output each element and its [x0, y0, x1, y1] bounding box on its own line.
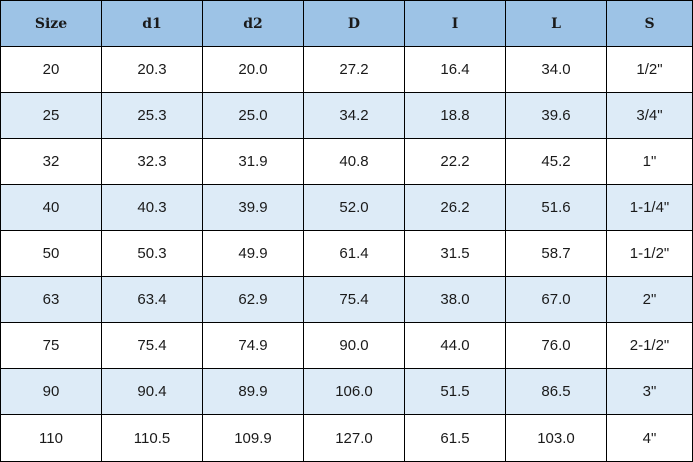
table-row: 32 32.3 31.9 40.8 22.2 45.2 1" [0, 138, 693, 185]
table-cell: 20.3 [101, 46, 203, 93]
table-cell: 50.3 [101, 230, 203, 277]
table-cell: 67.0 [505, 276, 607, 323]
table-row: 75 75.4 74.9 90.0 44.0 76.0 2-1/2" [0, 322, 693, 369]
table-cell: 86.5 [505, 368, 607, 415]
table-cell: 63 [0, 276, 102, 323]
table-cell: 20 [0, 46, 102, 93]
table-cell: 110.5 [101, 414, 203, 462]
table-cell: 89.9 [202, 368, 304, 415]
table-row: 63 63.4 62.9 75.4 38.0 67.0 2" [0, 276, 693, 323]
table-cell: 16.4 [404, 46, 506, 93]
column-header-d2: d2 [202, 0, 304, 47]
table-cell: 31.9 [202, 138, 304, 185]
table-row: 40 40.3 39.9 52.0 26.2 51.6 1-1/4" [0, 184, 693, 231]
table-cell: 40.3 [101, 184, 203, 231]
table-cell: 63.4 [101, 276, 203, 323]
table-cell: 39.6 [505, 92, 607, 139]
table-cell: 61.5 [404, 414, 506, 462]
table-cell: 74.9 [202, 322, 304, 369]
column-header-thread-size: S [606, 0, 693, 47]
table-cell: 27.2 [303, 46, 405, 93]
table-cell: 22.2 [404, 138, 506, 185]
table-cell: 1-1/4" [606, 184, 693, 231]
table-cell: 76.0 [505, 322, 607, 369]
table-cell: 49.9 [202, 230, 304, 277]
table-cell: 25.0 [202, 92, 304, 139]
table-cell: 3/4" [606, 92, 693, 139]
table-cell: 32 [0, 138, 102, 185]
table-cell: 38.0 [404, 276, 506, 323]
table-cell: 2-1/2" [606, 322, 693, 369]
table-cell: 40 [0, 184, 102, 231]
table-cell: 1/2" [606, 46, 693, 93]
column-header-length: L [505, 0, 607, 47]
table-cell: 75.4 [303, 276, 405, 323]
table-cell: 50 [0, 230, 102, 277]
table-cell: 61.4 [303, 230, 405, 277]
table-cell: 90.0 [303, 322, 405, 369]
table-cell: 109.9 [202, 414, 304, 462]
table-cell: 75.4 [101, 322, 203, 369]
table-cell: 34.0 [505, 46, 607, 93]
table-cell: 31.5 [404, 230, 506, 277]
column-header-i: I [404, 0, 506, 47]
table-row: 20 20.3 20.0 27.2 16.4 34.0 1/2" [0, 46, 693, 93]
table-cell: 32.3 [101, 138, 203, 185]
table-cell: 4" [606, 414, 693, 462]
table-cell: 51.6 [505, 184, 607, 231]
table-cell: 39.9 [202, 184, 304, 231]
table-cell: 40.8 [303, 138, 405, 185]
table-cell: 127.0 [303, 414, 405, 462]
table-cell: 1-1/2" [606, 230, 693, 277]
table-cell: 34.2 [303, 92, 405, 139]
table-cell: 25.3 [101, 92, 203, 139]
table-cell: 75 [0, 322, 102, 369]
table-cell: 62.9 [202, 276, 304, 323]
table-cell: 45.2 [505, 138, 607, 185]
table-row: 110 110.5 109.9 127.0 61.5 103.0 4" [0, 414, 693, 462]
table-cell: 51.5 [404, 368, 506, 415]
table-cell: 110 [0, 414, 102, 462]
table-cell: 26.2 [404, 184, 506, 231]
table-cell: 90 [0, 368, 102, 415]
column-header-d1: d1 [101, 0, 203, 47]
table-cell: 3" [606, 368, 693, 415]
table-cell: 103.0 [505, 414, 607, 462]
table-cell: 44.0 [404, 322, 506, 369]
column-header-size: Size [0, 0, 102, 47]
table-cell: 18.8 [404, 92, 506, 139]
table-cell: 2" [606, 276, 693, 323]
table-cell: 1" [606, 138, 693, 185]
header-row: Size d1 d2 D I L S [0, 0, 693, 47]
table-cell: 90.4 [101, 368, 203, 415]
table-cell: 52.0 [303, 184, 405, 231]
table-row: 50 50.3 49.9 61.4 31.5 58.7 1-1/2" [0, 230, 693, 277]
table-cell: 20.0 [202, 46, 304, 93]
table-row: 25 25.3 25.0 34.2 18.8 39.6 3/4" [0, 92, 693, 139]
table-row: 90 90.4 89.9 106.0 51.5 86.5 3" [0, 368, 693, 415]
table-cell: 58.7 [505, 230, 607, 277]
table-cell: 25 [0, 92, 102, 139]
table-cell: 106.0 [303, 368, 405, 415]
column-header-outer-diameter: D [303, 0, 405, 47]
